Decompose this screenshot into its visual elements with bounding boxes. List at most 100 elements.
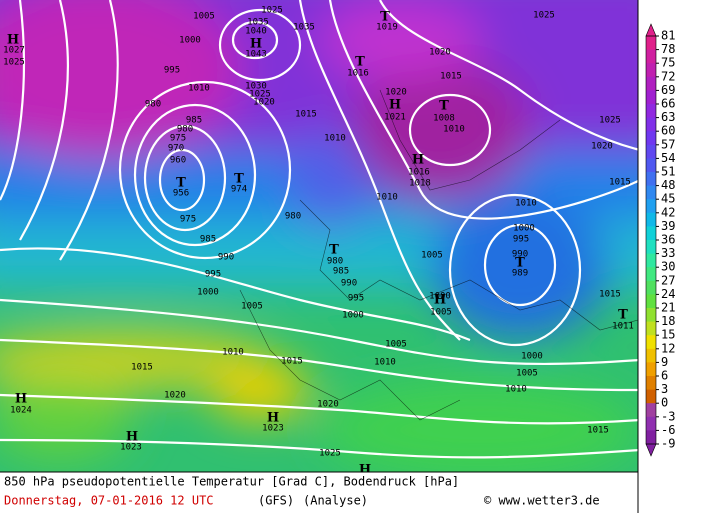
colorbar-segment: [646, 131, 656, 146]
pressure-label: 1021: [384, 113, 406, 123]
pressure-center: T: [234, 172, 244, 187]
pressure-label: 1005: [193, 12, 215, 22]
pressure-label: 995: [164, 66, 180, 76]
colorbar-segment: [646, 253, 656, 268]
colorbar-segment: [646, 321, 656, 336]
colorbar-segment: [646, 226, 656, 241]
pressure-label: 1000: [513, 224, 535, 234]
colorbar-segment: [646, 185, 656, 200]
colorbar-label: 66: [661, 97, 675, 111]
pressure-label: 1008: [433, 114, 455, 124]
pressure-label: 989: [512, 269, 528, 279]
pressure-center: H: [434, 293, 446, 308]
colorbar-segment: [646, 144, 656, 159]
colorbar-label: 6: [661, 369, 668, 383]
pressure-label: 1020: [317, 400, 339, 410]
colorbar-segment: [646, 172, 656, 187]
temperature-field: [0, 0, 638, 472]
pressure-label: 1000: [429, 292, 451, 302]
pressure-label: 1025: [249, 90, 271, 100]
colorbar-segment: [646, 403, 656, 418]
colorbar-label: 24: [661, 287, 675, 301]
caption-title: 850 hPa pseudopotentielle Temperatur [Gr…: [4, 475, 459, 489]
pressure-label: 1010: [222, 348, 244, 358]
pressure-label: 1035: [247, 18, 269, 28]
colorbar-label: 48: [661, 178, 675, 192]
colorbar-segment: [646, 158, 656, 173]
pressure-label: 1015: [609, 178, 631, 188]
pressure-center: T: [176, 176, 186, 191]
colorbar-segment: [646, 389, 656, 404]
pressure-label: 1005: [430, 308, 452, 318]
pressure-label: 1020: [253, 98, 275, 108]
pressure-label: 1019: [376, 23, 398, 33]
pressure-label: 995: [205, 270, 221, 280]
pressure-label: 974: [231, 185, 247, 195]
coastlines: [239, 89, 639, 421]
pressure-label: 1000: [197, 288, 219, 298]
pressure-label: 1015: [587, 426, 609, 436]
pressure-label: 1005: [241, 302, 263, 312]
pressure-label: 1015: [281, 357, 303, 367]
pressure-center: H: [389, 98, 401, 113]
colorbar-segment: [646, 90, 656, 105]
pressure-label: 970: [168, 144, 184, 154]
colorbar-cap: [645, 443, 657, 457]
pressure-label: 1020: [429, 48, 451, 58]
pressure-label: 1020: [385, 88, 407, 98]
pressure-label: 975: [170, 134, 186, 144]
pressure-label: 1040: [245, 27, 267, 37]
pressure-label: 1025: [319, 449, 341, 459]
colorbar-label: 33: [661, 246, 675, 260]
pressure-label: 1024: [10, 406, 32, 416]
pressure-label: 1000: [521, 352, 543, 362]
colorbar-label: 54: [661, 151, 675, 165]
colorbar-segment: [646, 104, 656, 119]
pressure-label: 985: [186, 116, 202, 126]
pressure-label: 1005: [421, 251, 443, 261]
pressure-label: 990: [341, 279, 357, 289]
pressure-label: 1010: [515, 199, 537, 209]
colorbar-label: 81: [661, 29, 675, 43]
caption-credit: © www.wetter3.de: [484, 494, 600, 508]
caption-run: (Analyse): [303, 494, 368, 508]
pressure-label: 1010: [188, 84, 210, 94]
pressure-label: 985: [333, 267, 349, 277]
colorbar-label: 3: [661, 382, 668, 396]
pressure-label: 956: [173, 189, 189, 199]
colorbar-segment: [646, 416, 656, 431]
pressure-center: T: [355, 55, 365, 70]
colorbar-segment: [646, 36, 656, 51]
colorbar-label: 78: [661, 42, 675, 56]
colorbar-segment: [646, 212, 656, 227]
colorbar-segment: [646, 362, 656, 377]
colorbar-label: 21: [661, 301, 675, 315]
colorbar-segment: [646, 63, 656, 78]
colorbar-cap: [645, 23, 657, 37]
colorbar-segment: [646, 267, 656, 282]
colorbar-segment: [646, 430, 656, 445]
colorbar-segment: [646, 240, 656, 255]
pressure-label: 1043: [245, 50, 267, 60]
colorbar-label: 30: [661, 260, 675, 274]
pressure-label: 1027: [3, 46, 25, 56]
colorbar-label: 42: [661, 205, 675, 219]
colorbar-segment: [646, 335, 656, 350]
pressure-label: 1000: [179, 36, 201, 46]
pressure-label: 1025: [3, 58, 25, 68]
caption-model: (GFS): [258, 494, 294, 508]
caption-date: Donnerstag, 07-01-2016 12 UTC: [4, 494, 214, 508]
colorbar-segment: [646, 280, 656, 295]
pressure-label: 990: [512, 250, 528, 260]
pressure-center: T: [329, 243, 339, 258]
colorbar-label: -3: [661, 409, 675, 423]
pressure-label: 1010: [376, 193, 398, 203]
pressure-label: 980: [327, 257, 343, 267]
colorbar-label: 9: [661, 355, 668, 369]
pressure-label: 980: [285, 212, 301, 222]
pressure-label: 980: [177, 125, 193, 135]
pressure-label: 1030: [245, 82, 267, 92]
pressure-label: 960: [170, 156, 186, 166]
colorbar-label: 57: [661, 137, 675, 151]
